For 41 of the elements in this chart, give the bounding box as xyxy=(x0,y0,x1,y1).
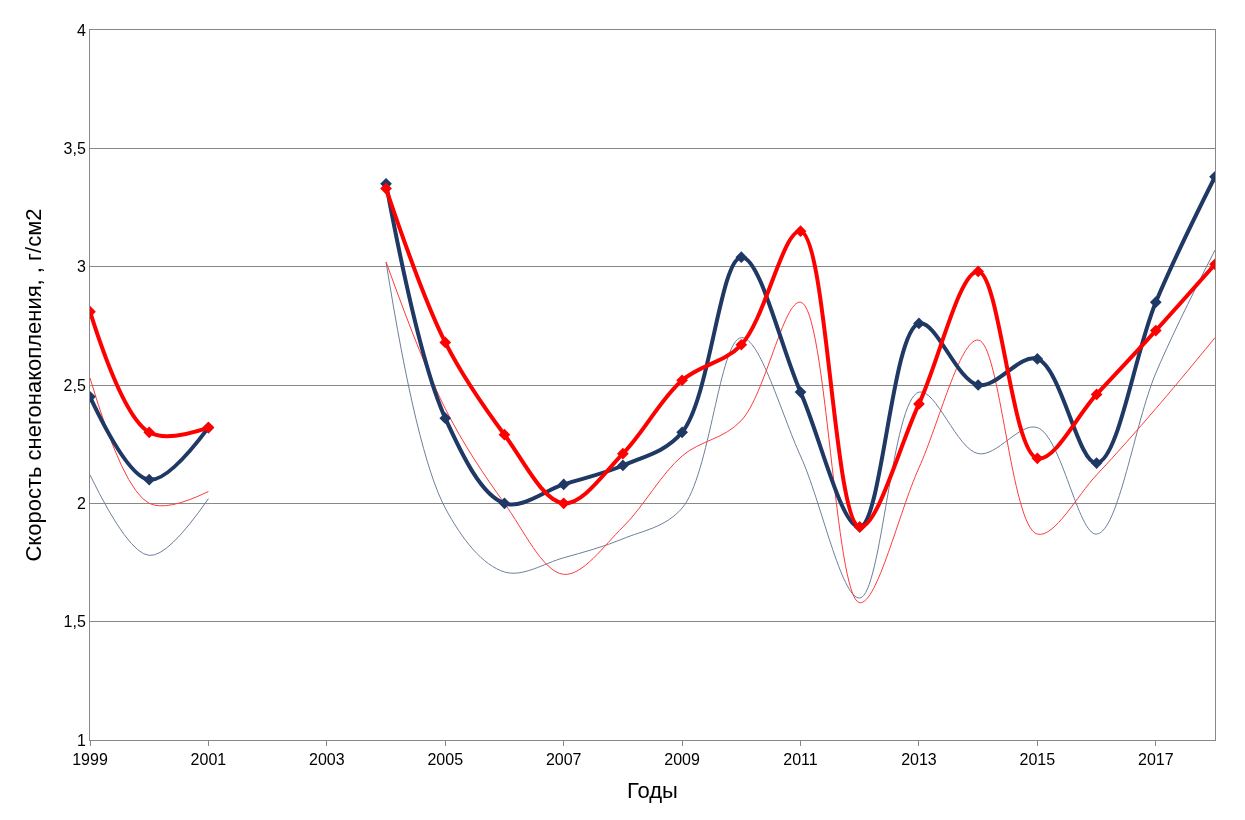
x-tick-label: 1999 xyxy=(72,751,108,769)
point xyxy=(143,426,156,439)
point xyxy=(498,428,511,441)
point xyxy=(735,338,748,351)
x-tick-label: 2009 xyxy=(664,751,701,769)
x-tick-label: 2017 xyxy=(1137,751,1174,769)
y-tick-label: 1,5 xyxy=(63,613,86,631)
point xyxy=(676,374,688,387)
point xyxy=(1090,388,1103,401)
point xyxy=(380,182,392,195)
y-tick-label: 2,5 xyxy=(63,376,86,394)
point xyxy=(676,426,688,439)
point xyxy=(1090,457,1103,469)
x-tick-label: 2005 xyxy=(427,751,464,769)
point xyxy=(735,251,748,264)
point xyxy=(794,386,807,398)
point xyxy=(617,459,629,472)
x-tick-label: 2013 xyxy=(901,751,937,769)
x-tick-label: 2011 xyxy=(783,751,818,769)
y-tick-label: 4 xyxy=(76,21,86,39)
point xyxy=(1149,296,1162,309)
x-tick-label: 2001 xyxy=(190,751,227,769)
y-tick-label: 3 xyxy=(76,258,86,276)
x-tick-label: 2015 xyxy=(1019,751,1056,769)
x-tick-label: 2007 xyxy=(545,751,582,769)
point xyxy=(498,497,511,510)
point xyxy=(1031,353,1044,365)
y-axis-title: Скорость снегонакопления, , г/см2 xyxy=(21,208,47,562)
y-tick-label: 1 xyxy=(76,731,86,749)
y-tick-label: 2 xyxy=(76,494,86,512)
point xyxy=(557,478,570,491)
point xyxy=(439,412,452,424)
point xyxy=(794,225,807,238)
point xyxy=(617,447,629,460)
x-axis-title: Годы xyxy=(627,778,678,804)
point xyxy=(972,265,985,278)
point xyxy=(913,317,925,330)
x-tick-label: 2003 xyxy=(309,751,345,769)
point xyxy=(439,336,452,349)
point xyxy=(1149,324,1162,337)
y-tick-label: 3,5 xyxy=(63,139,86,157)
